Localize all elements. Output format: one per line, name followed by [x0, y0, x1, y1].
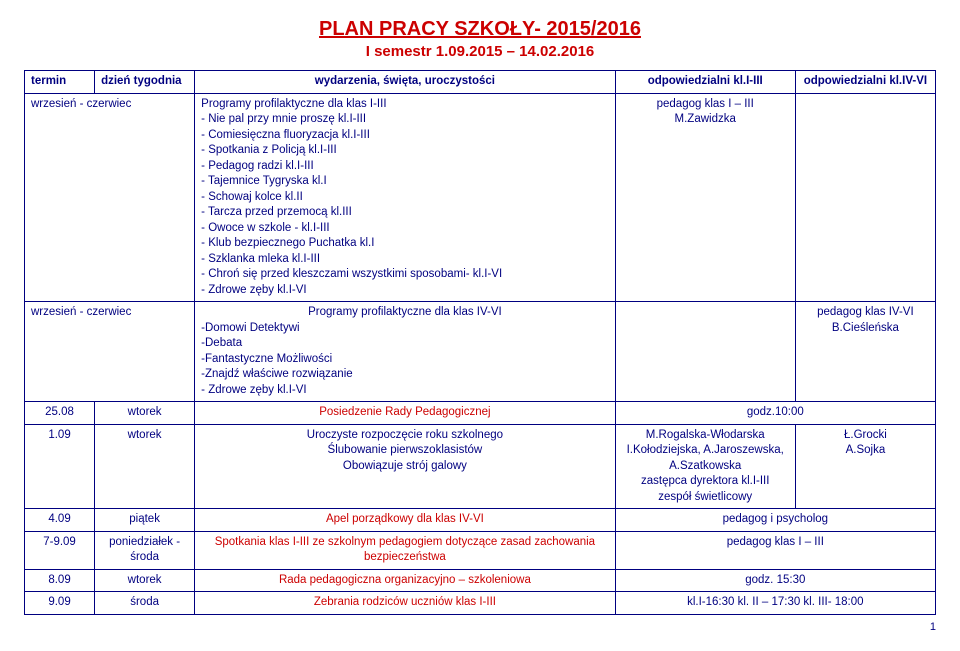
cell-termin: 4.09	[25, 509, 95, 532]
header-row: termin dzień tygodnia wydarzenia, święta…	[25, 71, 936, 94]
table-row: 4.09 piątek Apel porządkowy dla klas IV-…	[25, 509, 936, 532]
table-row: 9.09 środa Zebrania rodziców uczniów kla…	[25, 592, 936, 615]
cell-wyd: Spotkania klas I-III ze szkolnym pedagog…	[195, 531, 615, 569]
cell-dzien: wtorek	[95, 569, 195, 592]
cell-odp1	[615, 302, 795, 402]
cell-dzien: poniedziałek - środa	[95, 531, 195, 569]
cell-dzien: wtorek	[95, 424, 195, 509]
cell-wyd: Apel porządkowy dla klas IV-VI	[195, 509, 615, 532]
cell-termin: wrzesień - czerwiec	[25, 302, 195, 402]
text-block: M.Rogalska-WłodarskaI.Kołodziejska, A.Ja…	[627, 429, 784, 503]
cell-termin: 9.09	[25, 592, 95, 615]
col-odp1: odpowiedzialni kl.I-III	[615, 71, 795, 94]
text-block: pedagog klas I – IIIM.Zawidzka	[657, 98, 754, 126]
cell-termin: wrzesień - czerwiec	[25, 93, 195, 302]
table-row: wrzesień - czerwiec Programy profilaktyc…	[25, 93, 936, 302]
col-odp2: odpowiedzialni kl.IV-VI	[795, 71, 935, 94]
cell-dzien: piątek	[95, 509, 195, 532]
cell-odp: pedagog i psycholog	[615, 509, 935, 532]
cell-odp: pedagog klas I – III	[615, 531, 935, 569]
cell-termin: 7-9.09	[25, 531, 95, 569]
cell-odp1: pedagog klas I – IIIM.Zawidzka	[615, 93, 795, 302]
cell-wyd: Programy profilaktyczne dla klas I-III- …	[195, 93, 615, 302]
wyd-heading: Programy profilaktyczne dla klas IV-VI	[201, 305, 608, 321]
page-subtitle: I semestr 1.09.2015 – 14.02.2016	[24, 43, 936, 60]
cell-wyd: Uroczyste rozpoczęcie roku szkolnegoŚlub…	[195, 424, 615, 509]
text-block: Ł.GrockiA.Sojka	[844, 429, 887, 457]
cell-odp1: M.Rogalska-WłodarskaI.Kołodziejska, A.Ja…	[615, 424, 795, 509]
table-row: wrzesień - czerwiec Programy profilaktyc…	[25, 302, 936, 402]
cell-odp2: Ł.GrockiA.Sojka	[795, 424, 935, 509]
col-dzien: dzień tygodnia	[95, 71, 195, 94]
cell-termin: 1.09	[25, 424, 95, 509]
cell-odp2: pedagog klas IV-VIB.Cieśleńska	[795, 302, 935, 402]
cell-odp: godz. 15:30	[615, 569, 935, 592]
cell-wyd: Zebrania rodziców uczniów klas I-III	[195, 592, 615, 615]
table-row: 25.08 wtorek Posiedzenie Rady Pedagogicz…	[25, 402, 936, 425]
text-block: Programy profilaktyczne dla klas I-III- …	[201, 98, 502, 296]
text-block: pedagog klas IV-VIB.Cieśleńska	[817, 306, 914, 334]
cell-odp2	[795, 93, 935, 302]
cell-termin: 8.09	[25, 569, 95, 592]
text-block: -Domowi Detektywi-Debata-Fantastyczne Mo…	[201, 322, 352, 396]
cell-wyd: Posiedzenie Rady Pedagogicznej	[195, 402, 615, 425]
col-termin: termin	[25, 71, 95, 94]
cell-dzien: wtorek	[95, 402, 195, 425]
table-row: 7-9.09 poniedziałek - środa Spotkania kl…	[25, 531, 936, 569]
cell-odp: godz.10:00	[615, 402, 935, 425]
schedule-table: termin dzień tygodnia wydarzenia, święta…	[24, 70, 936, 615]
table-row: 1.09 wtorek Uroczyste rozpoczęcie roku s…	[25, 424, 936, 509]
page-title: PLAN PRACY SZKOŁY- 2015/2016	[24, 18, 936, 41]
cell-wyd: Programy profilaktyczne dla klas IV-VI -…	[195, 302, 615, 402]
page-number: 1	[24, 621, 936, 633]
col-wydarzenia: wydarzenia, święta, uroczystości	[195, 71, 615, 94]
text-block: Uroczyste rozpoczęcie roku szkolnegoŚlub…	[307, 429, 503, 472]
cell-termin: 25.08	[25, 402, 95, 425]
cell-wyd: Rada pedagogiczna organizacyjno – szkole…	[195, 569, 615, 592]
cell-odp: kl.I-16:30 kl. II – 17:30 kl. III- 18:00	[615, 592, 935, 615]
cell-dzien: środa	[95, 592, 195, 615]
table-row: 8.09 wtorek Rada pedagogiczna organizacy…	[25, 569, 936, 592]
